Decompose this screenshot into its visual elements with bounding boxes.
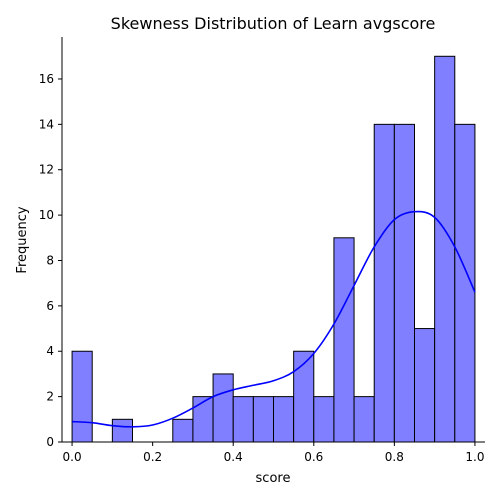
histogram-bar — [373, 123, 395, 443]
histogram-bar — [172, 418, 194, 443]
histogram-bar — [111, 418, 133, 443]
histogram-bar — [252, 396, 275, 443]
histogram-bar — [333, 237, 355, 443]
x-tick-label: 0.0 — [63, 450, 82, 464]
x-tick-label: 1.0 — [465, 450, 484, 464]
histogram-bar — [393, 123, 416, 443]
y-tick-label: 2 — [46, 390, 54, 404]
y-tick-label: 8 — [46, 253, 54, 267]
histogram-bar — [313, 396, 335, 443]
x-axis-label: score — [256, 471, 291, 486]
y-tick-label: 12 — [39, 163, 54, 177]
histogram-bar — [212, 373, 234, 443]
x-tick-label: 0.8 — [385, 450, 404, 464]
y-tick-label: 16 — [39, 72, 54, 86]
y-tick-label: 6 — [46, 299, 54, 313]
y-tick-label: 4 — [46, 344, 54, 358]
histogram-bar — [353, 396, 375, 443]
histogram-bar — [414, 328, 436, 443]
x-tick-label: 0.2 — [143, 450, 162, 464]
kde-curve — [72, 210, 476, 428]
x-tick-label: 0.4 — [224, 450, 243, 464]
histogram-bar — [232, 396, 254, 443]
y-axis-label: Frequency — [15, 206, 30, 273]
y-axis-ticks: 0 2 4 6 8 10 12 14 16 — [39, 72, 62, 449]
histogram-bar — [192, 396, 214, 443]
chart-title: Skewness Distribution of Learn avgscore — [111, 14, 436, 33]
bars-group — [71, 55, 476, 443]
y-tick-label: 0 — [46, 435, 54, 449]
histogram-bar — [434, 55, 456, 443]
y-tick-label: 10 — [39, 208, 54, 222]
x-tick-label: 0.6 — [304, 450, 323, 464]
histogram-bar — [71, 350, 93, 443]
x-axis-ticks: 0.0 0.2 0.4 0.6 0.8 1.0 — [63, 442, 484, 464]
histogram-bar — [273, 396, 295, 443]
y-tick-label: 14 — [39, 117, 54, 131]
